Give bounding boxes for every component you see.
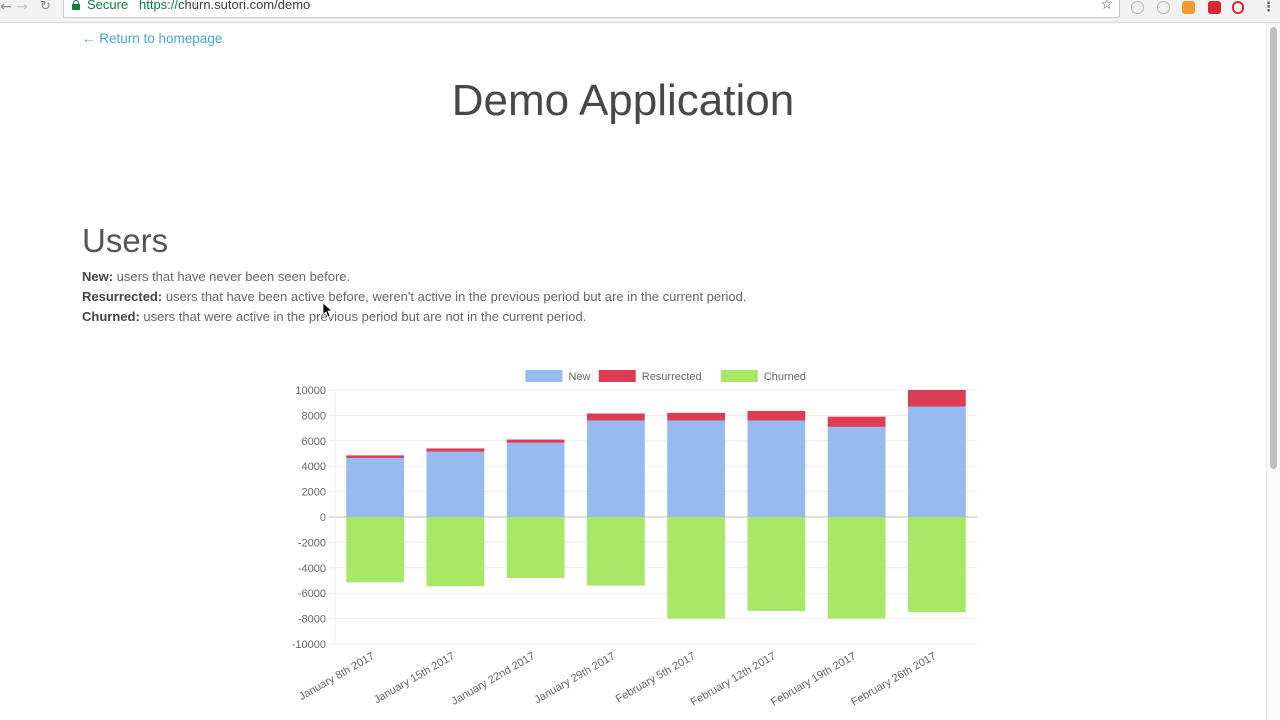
legend-swatch-resurrected [598,370,636,382]
legend-swatch-churned [720,370,758,382]
definition-term: Resurrected: [82,289,163,304]
bar-churned [667,517,726,619]
y-tick-label: 4000 [302,461,326,473]
opera-icon[interactable] [1232,1,1244,14]
bar-resurrected [506,439,565,443]
definition-new: New: users that have never been seen bef… [82,268,746,288]
menu-icon[interactable]: ⋮ [1262,0,1275,14]
x-tick-label: January 22nd 2017 [450,650,538,707]
legend-label-resurrected: Resurrected [642,371,702,383]
page-scrollbar[interactable] [1266,23,1280,720]
definition-term: New: [82,269,114,284]
bar-churned [426,517,485,587]
url-scheme: https:// [139,0,179,12]
browser-toolbar: ← → ↻ Secure https://churn.sutori.com/de… [0,0,1280,23]
y-tick-label: -2000 [298,537,326,549]
x-tick-label: January 15th 2017 [372,650,457,706]
bar-resurrected [747,410,806,421]
bar-churned [586,517,645,586]
definition-term: Churned: [82,309,140,324]
y-tick-label: -8000 [298,614,326,626]
extension-skype-icon[interactable] [1131,1,1144,14]
extension-orange-icon[interactable] [1182,1,1195,14]
bookmark-star-icon[interactable]: ☆ [1100,0,1113,12]
bar-new [426,451,485,517]
bar-churned [346,517,405,583]
bar-resurrected [827,416,886,427]
url-separator [195,0,196,11]
bar-resurrected [586,413,645,421]
bar-new [346,457,405,517]
x-tick-label: February 5th 2017 [614,650,698,705]
x-tick-label: January 29th 2017 [532,650,617,706]
x-tick-label: February 26th 2017 [849,650,938,708]
bar-churned [747,517,806,611]
bar-new [747,420,806,517]
bar-resurrected [346,455,405,458]
lock-icon [72,0,80,10]
legend-label-new: New [568,371,590,383]
legend-swatch-new [525,370,563,382]
bar-new [506,442,565,517]
bar-resurrected [667,412,726,421]
x-tick-label: January 8th 2017 [297,650,377,703]
secure-label: Secure [87,0,129,12]
definition-churned: Churned: users that were active in the p… [82,308,746,328]
bar-new [586,420,645,517]
definitions-list: New: users that have never been seen bef… [82,268,746,328]
legend-label-churned: Churned [764,371,806,383]
extension-grey-icon[interactable] [1157,1,1170,14]
x-tick-label: February 19th 2017 [769,650,858,708]
reload-icon[interactable]: ↻ [40,0,51,14]
bar-churned [827,517,886,619]
x-tick-label: February 12th 2017 [689,650,778,708]
return-homepage-link[interactable]: ← Return to homepage [82,31,223,46]
back-icon[interactable]: ← [0,0,12,15]
bar-resurrected [907,390,966,407]
y-tick-label: 10000 [295,385,326,397]
scrollbar-thumb[interactable] [1270,27,1277,469]
section-title-users: Users [82,222,169,259]
y-tick-label: -4000 [298,563,326,575]
definition-text: users that have been active before, were… [162,289,747,304]
bar-churned [506,517,565,578]
bar-new [667,420,726,517]
y-tick-label: -6000 [298,588,326,600]
address-bar[interactable]: Secure https://churn.sutori.com/demo ☆ [63,0,1120,18]
url-host-path: churn.sutori.com/demo [178,0,311,12]
y-tick-label: 0 [320,512,326,524]
definition-resurrected: Resurrected: users that have been active… [82,288,746,308]
url-text[interactable]: https://churn.sutori.com/demo [139,0,310,12]
mouse-cursor-icon [323,303,333,318]
definition-text: users that have never been seen before. [113,269,351,284]
bar-resurrected [426,448,485,452]
definition-text: users that were active in the previous p… [139,309,587,324]
y-tick-label: 2000 [302,487,326,499]
bar-new [827,426,886,517]
extension-red-icon[interactable] [1208,1,1221,14]
page-title: Demo Application [451,76,795,125]
y-tick-label: 6000 [302,436,326,448]
bar-churned [907,517,966,613]
y-tick-label: -10000 [292,639,326,651]
y-tick-label: 8000 [302,410,326,422]
bar-new [907,406,966,517]
forward-icon[interactable]: → [16,0,28,15]
